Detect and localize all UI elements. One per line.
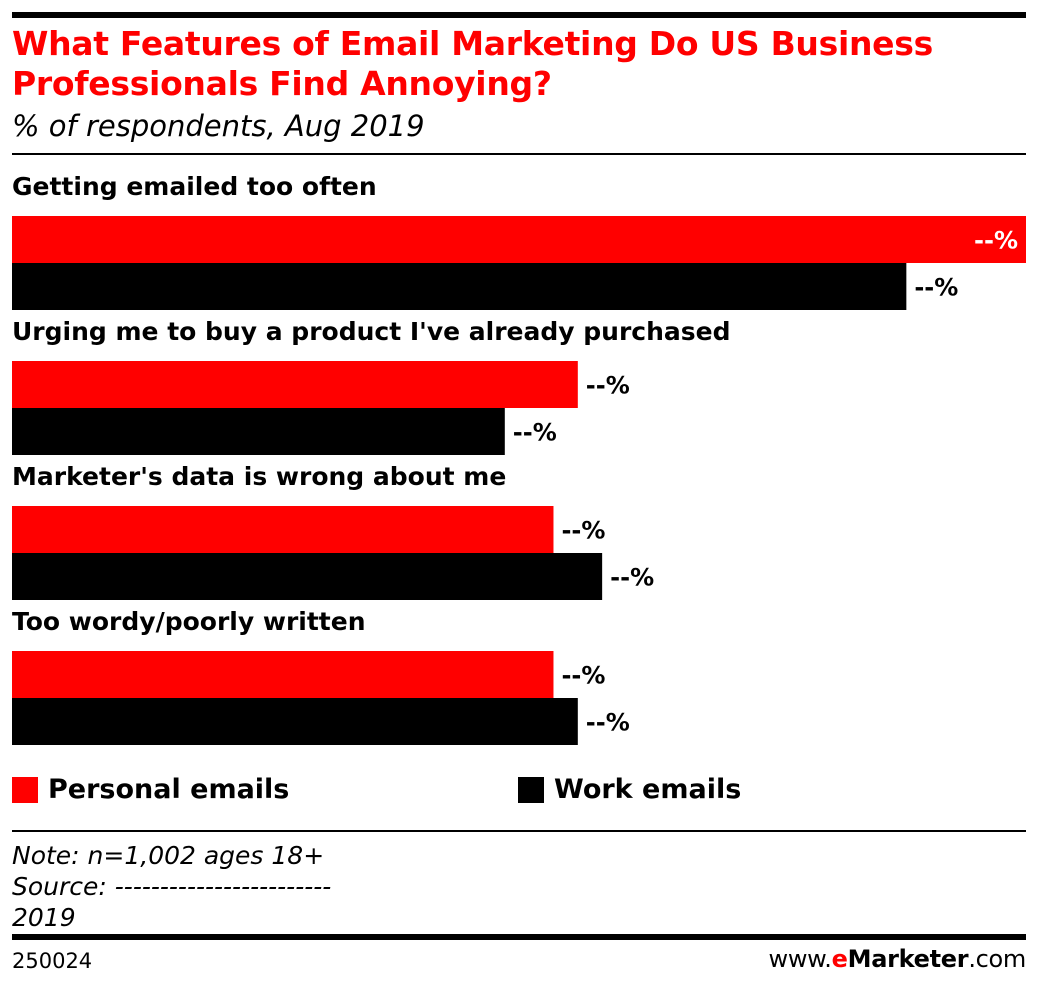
data-label: --%	[586, 372, 630, 400]
chart-subtitle: % of respondents, Aug 2019	[12, 109, 425, 143]
category-label: Too wordy/poorly written	[12, 607, 366, 636]
data-label: --%	[974, 227, 1018, 255]
footer-divider	[12, 830, 1026, 832]
data-label: --%	[561, 517, 605, 545]
data-label: --%	[586, 709, 630, 737]
bar-chart: Getting emailed too often--%--%Urging me…	[12, 172, 1026, 745]
category-label: Getting emailed too often	[12, 172, 377, 201]
top-rule	[12, 12, 1026, 18]
category-label: Marketer's data is wrong about me	[12, 462, 506, 491]
brand-suffix: .com	[968, 945, 1026, 973]
bar-personal	[12, 216, 1026, 263]
data-label: --%	[513, 419, 557, 447]
bar-work	[12, 408, 505, 455]
brand-url: www.eMarketer.com	[769, 944, 1027, 974]
bar-personal	[12, 361, 578, 408]
data-label: --%	[561, 662, 605, 690]
legend-swatch-personal	[12, 777, 38, 803]
bar-personal	[12, 651, 554, 698]
legend-label-work: Work emails	[554, 774, 742, 805]
header-divider	[12, 153, 1026, 155]
brand-main: Marketer	[847, 945, 969, 973]
category-label: Urging me to buy a product I've already …	[12, 317, 731, 346]
brand-prefix: www.	[768, 945, 832, 973]
legend-swatch-work	[518, 777, 544, 803]
chart-title: What Features of Email Marketing Do US B…	[12, 24, 933, 103]
bottom-rule	[12, 934, 1026, 940]
note-line: Note: n=1,002 ages 18+	[12, 841, 325, 870]
data-label: --%	[610, 564, 654, 592]
year-line: 2019	[12, 903, 76, 932]
data-label: --%	[914, 274, 958, 302]
source-line: Source: ------------------------	[12, 872, 332, 901]
bar-work	[12, 698, 578, 745]
legend-personal: Personal emails	[12, 773, 289, 807]
bar-work	[12, 263, 907, 310]
bar-work	[12, 553, 603, 600]
legend-label-personal: Personal emails	[48, 774, 290, 805]
bar-personal	[12, 506, 554, 553]
legend-work: Work emails	[518, 773, 741, 807]
source-note: Note: n=1,002 ages 18+ Source: ---------…	[12, 840, 331, 933]
chart-id: 250024	[12, 949, 93, 973]
brand-e: e	[831, 945, 848, 973]
